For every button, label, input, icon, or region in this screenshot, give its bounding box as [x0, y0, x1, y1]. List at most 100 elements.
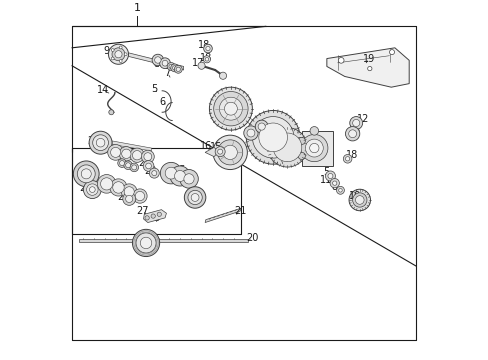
- Text: 27: 27: [136, 206, 148, 216]
- Circle shape: [198, 62, 204, 69]
- Circle shape: [145, 163, 151, 169]
- Circle shape: [149, 168, 159, 178]
- Circle shape: [258, 123, 287, 152]
- Circle shape: [169, 64, 173, 69]
- Text: 13: 13: [348, 125, 361, 135]
- Circle shape: [125, 163, 130, 168]
- Circle shape: [348, 189, 370, 211]
- Circle shape: [154, 57, 161, 63]
- Circle shape: [345, 157, 349, 161]
- Circle shape: [162, 60, 167, 66]
- Circle shape: [110, 179, 127, 196]
- Circle shape: [93, 135, 108, 150]
- Polygon shape: [128, 53, 183, 70]
- Circle shape: [219, 72, 226, 79]
- Circle shape: [338, 189, 342, 192]
- Circle shape: [203, 56, 210, 63]
- Circle shape: [122, 193, 135, 205]
- Text: 7: 7: [164, 68, 170, 78]
- Circle shape: [101, 178, 113, 190]
- Circle shape: [252, 117, 293, 158]
- Circle shape: [213, 135, 247, 170]
- Polygon shape: [301, 131, 333, 166]
- Text: 29: 29: [117, 192, 129, 202]
- Circle shape: [305, 139, 323, 157]
- Polygon shape: [326, 48, 408, 87]
- Circle shape: [151, 214, 155, 218]
- Circle shape: [327, 174, 332, 179]
- Text: 2: 2: [222, 147, 228, 157]
- Text: 19: 19: [362, 54, 374, 64]
- Circle shape: [144, 216, 149, 220]
- Circle shape: [124, 187, 134, 197]
- Text: 23: 23: [148, 213, 160, 223]
- Circle shape: [255, 120, 267, 133]
- Circle shape: [352, 120, 359, 127]
- Text: 15: 15: [209, 141, 222, 152]
- Circle shape: [338, 58, 344, 63]
- Circle shape: [213, 91, 247, 126]
- Circle shape: [215, 147, 224, 157]
- Circle shape: [389, 50, 394, 55]
- Circle shape: [343, 154, 351, 163]
- Circle shape: [130, 163, 138, 172]
- Circle shape: [246, 129, 254, 137]
- Circle shape: [119, 46, 122, 49]
- Text: 28: 28: [73, 168, 85, 178]
- Circle shape: [136, 233, 156, 253]
- Circle shape: [122, 149, 131, 158]
- Circle shape: [246, 111, 299, 164]
- Circle shape: [130, 148, 144, 162]
- Circle shape: [110, 147, 121, 157]
- Circle shape: [160, 162, 182, 184]
- Text: 6: 6: [159, 96, 165, 107]
- Circle shape: [174, 66, 182, 73]
- Circle shape: [184, 187, 205, 208]
- Text: 21: 21: [234, 206, 246, 216]
- Circle shape: [332, 181, 336, 185]
- Circle shape: [183, 174, 194, 184]
- Text: 10: 10: [348, 192, 360, 201]
- Circle shape: [219, 97, 242, 120]
- Circle shape: [113, 182, 124, 193]
- Circle shape: [77, 165, 95, 183]
- Polygon shape: [79, 239, 247, 242]
- Text: 29: 29: [144, 166, 157, 176]
- Circle shape: [118, 159, 126, 167]
- Circle shape: [348, 130, 356, 138]
- Circle shape: [298, 137, 305, 144]
- Circle shape: [89, 131, 112, 154]
- Circle shape: [157, 212, 161, 216]
- Circle shape: [203, 44, 212, 53]
- Circle shape: [298, 152, 305, 159]
- Circle shape: [179, 170, 198, 188]
- Circle shape: [325, 171, 335, 181]
- Circle shape: [119, 161, 124, 166]
- Text: 26: 26: [79, 183, 91, 193]
- Circle shape: [119, 147, 133, 161]
- Text: 5: 5: [323, 167, 328, 177]
- Circle shape: [170, 64, 178, 72]
- Circle shape: [267, 128, 306, 167]
- Circle shape: [132, 229, 159, 257]
- Text: 1: 1: [133, 4, 141, 13]
- Circle shape: [309, 127, 318, 135]
- Circle shape: [89, 187, 95, 193]
- Text: 8: 8: [331, 182, 337, 192]
- Circle shape: [152, 54, 163, 66]
- Circle shape: [111, 49, 114, 51]
- Text: 16: 16: [199, 141, 211, 151]
- Circle shape: [143, 153, 151, 161]
- Circle shape: [352, 193, 366, 207]
- Circle shape: [140, 237, 151, 249]
- Circle shape: [141, 150, 154, 163]
- Circle shape: [336, 186, 344, 194]
- Circle shape: [258, 123, 264, 130]
- Circle shape: [273, 133, 301, 162]
- Circle shape: [355, 196, 364, 204]
- Polygon shape: [204, 208, 241, 222]
- Circle shape: [119, 60, 122, 63]
- Circle shape: [96, 138, 104, 147]
- Text: 18: 18: [200, 53, 212, 63]
- Circle shape: [170, 166, 190, 186]
